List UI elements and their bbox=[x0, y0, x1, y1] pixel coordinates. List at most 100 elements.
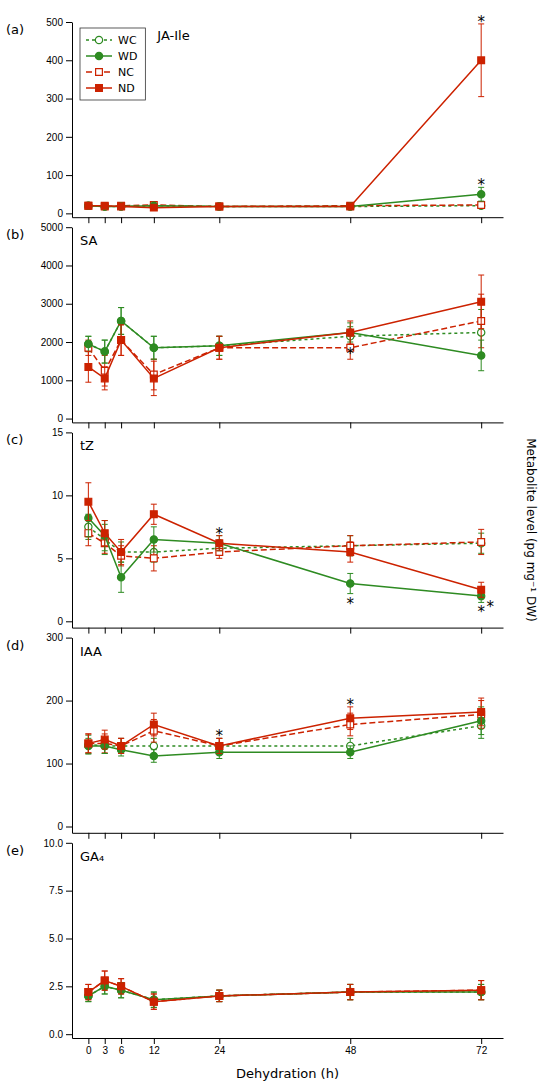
legend-label: WD bbox=[118, 50, 137, 63]
x-tick-mark bbox=[121, 217, 122, 223]
x-tick-mark bbox=[88, 422, 89, 428]
marker bbox=[85, 202, 92, 209]
error-bar bbox=[85, 984, 91, 999]
x-tick: 3 bbox=[102, 1038, 108, 1056]
marker bbox=[85, 498, 92, 505]
marker bbox=[347, 749, 354, 756]
x-tick-label: 0 bbox=[86, 1045, 92, 1056]
error-bar bbox=[118, 979, 124, 994]
marker bbox=[478, 352, 485, 359]
error-bar bbox=[478, 275, 484, 329]
x-axis-line bbox=[73, 1038, 504, 1039]
x-tick-mark bbox=[481, 833, 482, 839]
panel: 051015(c)tZ****Metabolite level (pg mg⁻¹… bbox=[6, 427, 538, 633]
legend-item: ND bbox=[86, 82, 135, 95]
error-bar bbox=[85, 734, 91, 753]
x-tick bbox=[481, 628, 482, 634]
error-bar bbox=[102, 521, 108, 551]
marker bbox=[85, 202, 92, 209]
error-bar bbox=[102, 730, 108, 749]
legend-item: NC bbox=[86, 66, 134, 79]
x-tick bbox=[88, 833, 89, 839]
error-bar bbox=[151, 713, 157, 736]
marker bbox=[347, 989, 354, 996]
y-tick-label: 5.0 bbox=[49, 933, 63, 944]
legend-marker bbox=[96, 69, 103, 76]
y-tick-mark bbox=[66, 213, 72, 214]
marker bbox=[478, 987, 485, 994]
error-bar bbox=[151, 994, 157, 1009]
marker bbox=[118, 983, 125, 990]
marker bbox=[347, 580, 354, 587]
plot-area bbox=[85, 275, 485, 396]
x-tick-mark bbox=[121, 1038, 122, 1044]
x-tick-mark bbox=[219, 833, 220, 839]
y-tick-label: 0 bbox=[57, 821, 63, 832]
marker bbox=[117, 203, 124, 210]
y-tick-label: 300 bbox=[46, 632, 63, 643]
marker bbox=[216, 992, 223, 999]
x-tick-mark bbox=[481, 422, 482, 428]
error-bar bbox=[347, 984, 353, 999]
y-axis-line bbox=[72, 433, 73, 628]
x-axis-line bbox=[73, 833, 504, 834]
marker bbox=[101, 348, 108, 355]
y-axis: 0.02.55.07.510.0 bbox=[44, 838, 73, 1040]
marker bbox=[347, 989, 354, 996]
x-axis bbox=[73, 217, 504, 223]
line bbox=[88, 986, 481, 999]
error-bar bbox=[102, 971, 108, 990]
y-tick-mark bbox=[66, 986, 72, 987]
marker bbox=[118, 983, 125, 990]
annotation: * bbox=[477, 176, 485, 194]
error-bar bbox=[151, 504, 157, 524]
x-tick bbox=[219, 422, 220, 428]
y-tick-mark bbox=[66, 843, 72, 844]
legend-label: WC bbox=[118, 34, 137, 47]
x-tick bbox=[481, 217, 482, 223]
y-tick-label: 200 bbox=[46, 132, 63, 143]
error-bar bbox=[85, 483, 91, 521]
series bbox=[85, 483, 485, 598]
marker bbox=[101, 203, 108, 210]
y-axis-line bbox=[72, 23, 73, 218]
error-bar bbox=[118, 325, 124, 356]
series bbox=[85, 308, 485, 371]
x-tick-mark bbox=[154, 1038, 155, 1044]
x-tick bbox=[88, 217, 89, 223]
panel-label: (e) bbox=[6, 843, 24, 858]
error-bar bbox=[118, 738, 124, 753]
x-tick-mark bbox=[121, 628, 122, 634]
y-tick-label: 10.0 bbox=[44, 838, 64, 849]
panel: 0100200300(d)IAA** bbox=[6, 632, 504, 839]
y-tick: 0 bbox=[57, 616, 72, 627]
y-tick: 100 bbox=[46, 758, 72, 769]
legend-marker bbox=[95, 36, 102, 43]
panel-label: (b) bbox=[6, 227, 24, 242]
x-tick-mark bbox=[121, 833, 122, 839]
x-tick-mark bbox=[154, 422, 155, 428]
x-tick: 0 bbox=[86, 1038, 92, 1056]
x-axis-title: Dehydration (h) bbox=[236, 1066, 339, 1081]
y-tick-mark bbox=[66, 432, 72, 433]
y-tick-label: 0.0 bbox=[49, 1029, 63, 1040]
y-tick-mark bbox=[66, 621, 72, 622]
x-tick-mark bbox=[350, 422, 351, 428]
line bbox=[88, 60, 481, 207]
y-tick: 3000 bbox=[41, 298, 72, 309]
marker bbox=[150, 511, 157, 518]
marker bbox=[85, 340, 92, 347]
error-bar bbox=[151, 336, 157, 359]
annotation: * bbox=[216, 525, 224, 543]
series bbox=[85, 701, 485, 754]
y-tick-mark bbox=[66, 764, 72, 765]
x-tick-label: 12 bbox=[149, 1045, 161, 1056]
plot-area bbox=[85, 971, 485, 1009]
x-tick-mark bbox=[481, 628, 482, 634]
x-tick-mark bbox=[88, 833, 89, 839]
y-tick-label: 0 bbox=[57, 413, 63, 424]
marker bbox=[347, 202, 354, 209]
error-bar bbox=[85, 352, 91, 383]
marker bbox=[118, 743, 125, 750]
error-bar bbox=[216, 336, 222, 359]
